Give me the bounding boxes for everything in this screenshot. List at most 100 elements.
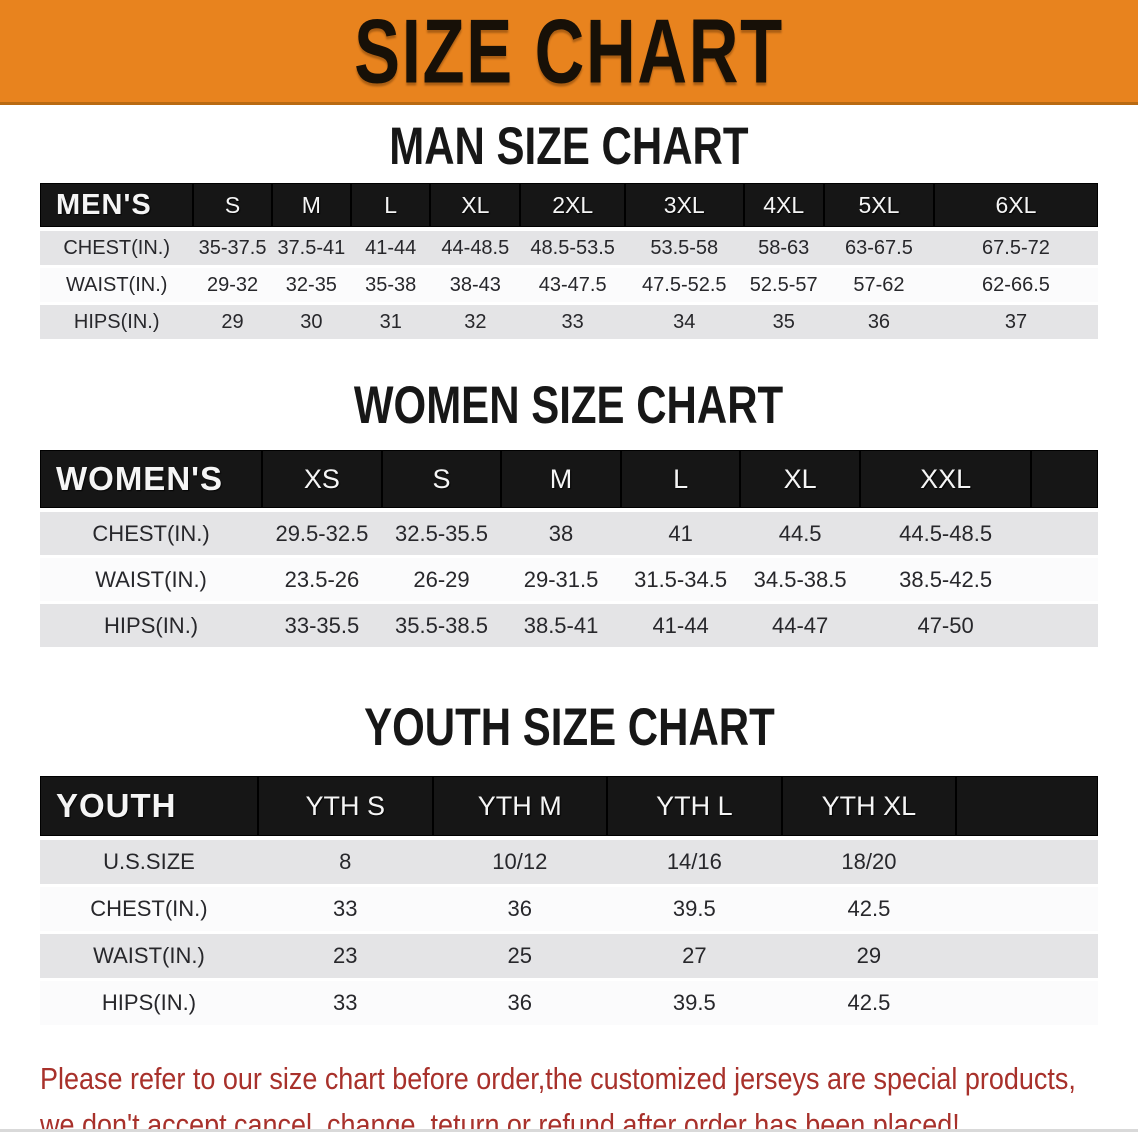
row-label: WAIST(IN.): [40, 558, 263, 604]
size-value: 39.5: [607, 887, 782, 934]
size-value: 44-47: [740, 604, 860, 650]
size-value: 32: [430, 305, 521, 342]
size-value: 29: [193, 305, 272, 342]
size-value: 47.5-52.5: [625, 268, 744, 305]
size-value: 62-66.5: [933, 268, 1098, 305]
size-value: 48.5-53.5: [520, 231, 626, 268]
youth-size-table: YOUTH YTH S YTH M YTH L YTH XL U.S.SIZE 8 10/12…: [40, 776, 1098, 1028]
size-value: 37.5-41: [271, 231, 352, 268]
size-value: 34.5-38.5: [740, 558, 860, 604]
size-value: 29-32: [193, 268, 272, 305]
footer-note-line1: Please refer to our size chart before or…: [40, 1061, 1076, 1096]
size-column-header: 2XL: [520, 183, 626, 231]
size-column-header: 4XL: [743, 183, 824, 231]
size-value: 58-63: [743, 231, 824, 268]
size-column-header: 5XL: [823, 183, 934, 231]
size-value: 31.5-34.5: [620, 558, 741, 604]
filler-cell: [956, 934, 1098, 981]
size-column-header: L: [620, 450, 741, 512]
filler-cell: [1031, 512, 1098, 558]
row-label: HIPS(IN.): [40, 604, 263, 650]
man-heading-text: MAN SIZE CHART: [389, 116, 749, 176]
size-value: 33: [520, 305, 626, 342]
size-value: 43-47.5: [520, 268, 626, 305]
size-column-header: XXL: [859, 450, 1032, 512]
size-value: 39.5: [607, 981, 782, 1028]
table-row: CHEST(IN.) 33 36 39.5 42.5: [40, 887, 1098, 934]
size-value: 42.5: [781, 887, 957, 934]
size-value: 32.5-35.5: [381, 512, 502, 558]
bottom-edge-line: [0, 1129, 1138, 1132]
table-row: HIPS(IN.) 33-35.5 35.5-38.5 38.5-41 41-44 44-…: [40, 604, 1098, 650]
size-value: 44.5: [740, 512, 860, 558]
size-value: 32-35: [271, 268, 352, 305]
youth-heading-text: YOUTH SIZE CHART: [363, 697, 775, 757]
table-row: CHEST(IN.) 29.5-32.5 32.5-35.5 38 41 44.5 44.5…: [40, 512, 1098, 558]
row-label: U.S.SIZE: [40, 840, 258, 887]
man-table-wrap: MEN'S S M L XL 2XL 3XL 4XL 5XL 6XL CHEST(IN.) 35-37…: [0, 183, 1138, 342]
youth-table-wrap: YOUTH YTH S YTH M YTH L YTH XL U.S.SIZE 8 10/12…: [0, 776, 1138, 1028]
row-label: WAIST(IN.): [40, 268, 194, 305]
row-label: WAIST(IN.): [40, 934, 258, 981]
size-value: 63-67.5: [823, 231, 934, 268]
size-column-header: L: [351, 183, 431, 231]
size-value: 31: [351, 305, 431, 342]
size-value: 38-43: [430, 268, 521, 305]
size-value: 8: [257, 840, 433, 887]
size-value: 57-62: [823, 268, 934, 305]
header-row: MEN'S S M L XL 2XL 3XL 4XL 5XL 6XL: [40, 183, 1098, 231]
banner: SIZE CHART: [0, 0, 1138, 105]
table-title-cell: WOMEN'S: [40, 450, 263, 512]
table-row: CHEST(IN.) 35-37.5 37.5-41 41-44 44-48.5 48.5…: [40, 231, 1098, 268]
size-value: 10/12: [432, 840, 608, 887]
size-value: 34: [625, 305, 744, 342]
row-label: CHEST(IN.): [40, 231, 194, 268]
row-label: CHEST(IN.): [40, 887, 258, 934]
size-value: 53.5-58: [625, 231, 744, 268]
size-value: 23: [257, 934, 433, 981]
size-column-header: 6XL: [933, 183, 1098, 231]
table-row: HIPS(IN.) 29 30 31 32 33 34 35 36 37: [40, 305, 1098, 342]
banner-title: SIZE CHART: [354, 0, 784, 102]
size-value: 33: [257, 887, 433, 934]
size-value: 29-31.5: [501, 558, 621, 604]
size-column-header: YTH XL: [781, 776, 957, 840]
footer-note-line2: we don't accept cancel, change, teturn o…: [40, 1107, 960, 1132]
size-value: 29: [781, 934, 957, 981]
size-column-header: YTH L: [607, 776, 782, 840]
size-column-header: 3XL: [625, 183, 744, 231]
size-value: 36: [432, 887, 608, 934]
table-row: WAIST(IN.) 23 25 27 29: [40, 934, 1098, 981]
women-heading-text: WOMEN SIZE CHART: [354, 375, 784, 435]
header-row: YOUTH YTH S YTH M YTH L YTH XL: [40, 776, 1098, 840]
size-value: 41-44: [351, 231, 431, 268]
filler-cell: [1031, 604, 1098, 650]
size-value: 67.5-72: [933, 231, 1098, 268]
size-value: 47-50: [859, 604, 1032, 650]
size-value: 27: [607, 934, 782, 981]
size-value: 44.5-48.5: [859, 512, 1032, 558]
womens-size-table: WOMEN'S XS S M L XL XXL CHEST(IN.) 29.5-32.5 32.5…: [40, 450, 1098, 650]
size-value: 38: [501, 512, 621, 558]
filler-cell: [1031, 558, 1098, 604]
size-value: 33: [257, 981, 433, 1028]
size-value: 36: [432, 981, 608, 1028]
table-title-cell: YOUTH: [40, 776, 258, 840]
size-column-header: M: [271, 183, 352, 231]
size-value: 35-37.5: [193, 231, 272, 268]
filler-cell: [956, 887, 1098, 934]
youth-section-heading: YOUTH SIZE CHART: [0, 697, 1138, 757]
size-value: 18/20: [781, 840, 957, 887]
size-value: 33-35.5: [262, 604, 382, 650]
size-column-header: M: [501, 450, 621, 512]
filler-cell: [1031, 450, 1098, 512]
size-value: 23.5-26: [262, 558, 382, 604]
size-column-header: YTH M: [432, 776, 608, 840]
size-value: 30: [271, 305, 352, 342]
women-table-wrap: WOMEN'S XS S M L XL XXL CHEST(IN.) 29.5-32.5 32.5…: [0, 450, 1138, 650]
filler-cell: [956, 840, 1098, 887]
size-value: 14/16: [607, 840, 782, 887]
size-column-header: XL: [430, 183, 521, 231]
header-row: WOMEN'S XS S M L XL XXL: [40, 450, 1098, 512]
